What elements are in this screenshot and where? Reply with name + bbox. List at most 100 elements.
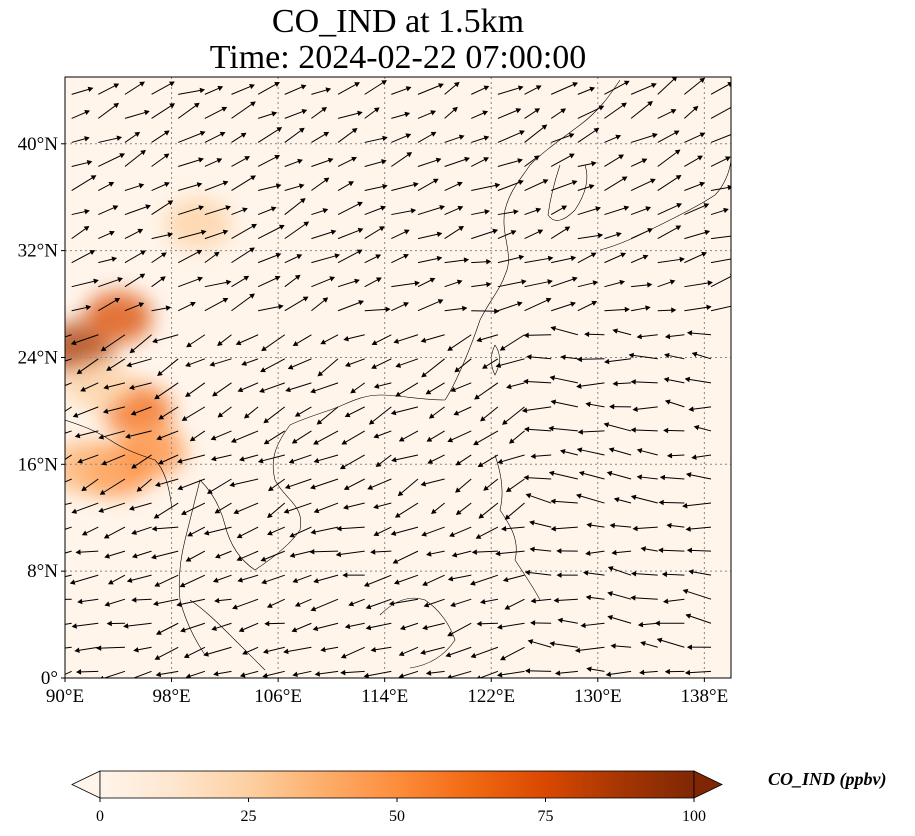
wind-arrow: [65, 526, 72, 530]
wind-arrow: [471, 308, 500, 314]
wind-arrow: [124, 302, 145, 312]
wind-arrow: [364, 277, 382, 288]
wind-arrow: [81, 478, 99, 492]
wind-arrow: [136, 478, 152, 492]
wind-arrow: [710, 82, 731, 95]
wind-arrow: [133, 646, 152, 653]
wind-arrow: [98, 256, 118, 264]
wind-arrow: [98, 230, 115, 240]
wind-arrow: [666, 522, 685, 529]
wind-arrow: [131, 454, 152, 469]
wind-arrow: [471, 182, 501, 192]
wind-arrow: [710, 235, 731, 240]
wind-arrow: [260, 358, 286, 373]
wind-arrow: [264, 620, 285, 627]
wind-arrow: [213, 670, 232, 677]
wind-arrow: [65, 406, 72, 412]
wind-arrow: [391, 111, 411, 119]
wind-arrow: [204, 106, 228, 119]
wind-arrow: [584, 331, 605, 338]
wind-arrow: [98, 297, 121, 312]
wind-arrow: [688, 569, 712, 576]
wind-arrow: [630, 228, 653, 240]
wind-arrow: [98, 502, 126, 513]
wind-arrow: [71, 622, 99, 629]
lon-tick-label: 114°E: [361, 686, 408, 707]
wind-arrow: [504, 598, 525, 610]
wind-arrow: [654, 620, 685, 626]
wind-arrow: [476, 334, 499, 343]
wind-arrow: [314, 670, 339, 677]
wind-arrow: [499, 334, 525, 351]
wind-arrow: [657, 279, 676, 288]
wind-arrow: [65, 622, 72, 625]
wind-arrow: [283, 646, 312, 655]
wind-arrow: [152, 598, 179, 607]
wind-arrow: [612, 380, 632, 387]
wind-arrow: [451, 550, 472, 558]
wind-arrow: [311, 131, 330, 143]
wind-arrow: [131, 526, 152, 535]
wind-arrow: [212, 382, 232, 397]
wind-arrow: [425, 670, 445, 676]
wind-arrow: [524, 108, 541, 119]
wind-arrow: [417, 231, 443, 240]
wind-arrow: [263, 430, 286, 445]
wind-arrow: [454, 358, 472, 373]
wind-arrow: [257, 154, 281, 167]
wind-arrow: [508, 430, 525, 444]
wind-vectors: [65, 77, 731, 678]
wind-arrow: [391, 86, 412, 95]
colorbar-gradient: [99, 770, 695, 799]
coastline-philippines: [494, 454, 541, 601]
wind-arrow: [231, 175, 256, 191]
wind-arrow: [210, 454, 232, 462]
wind-arrow: [364, 306, 391, 313]
wind-arrow: [395, 382, 419, 397]
wind-arrow: [127, 670, 152, 678]
wind-arrow: [393, 334, 419, 344]
wind-arrow: [551, 276, 578, 288]
wind-arrow: [107, 574, 126, 585]
colorbar-label: CO_IND (ppbv): [768, 769, 887, 789]
wind-arrow: [685, 613, 712, 624]
wind-arrow: [204, 251, 220, 264]
wind-arrow: [343, 334, 365, 342]
wind-arrow: [311, 106, 328, 119]
wind-arrow: [480, 598, 498, 605]
wind-arrow: [317, 358, 339, 377]
wind-arrow: [235, 334, 259, 346]
wind-arrow: [471, 549, 498, 555]
wind-arrow: [604, 102, 627, 119]
coastline-bay-of-bengal: [65, 419, 173, 511]
wind-arrow: [610, 643, 632, 649]
wind-arrow: [217, 334, 232, 346]
lon-tick-label: 138°E: [681, 686, 729, 707]
wind-arrow: [232, 598, 259, 610]
wind-arrow: [447, 574, 472, 582]
wind-arrow: [98, 135, 123, 143]
wind-arrow: [204, 180, 229, 191]
wind-arrow: [124, 250, 146, 264]
wind-arrow: [284, 183, 305, 192]
wind-arrow: [391, 253, 409, 264]
wind-arrow: [151, 130, 170, 143]
wind-arrow: [606, 470, 632, 480]
wind-arrow: [155, 622, 179, 635]
wind-arrow: [471, 281, 492, 288]
wind-arrow: [497, 108, 522, 119]
wind-arrow: [65, 574, 72, 578]
wind-arrow: [630, 158, 648, 167]
wind-arrow: [398, 646, 419, 657]
wind-arrow: [262, 670, 285, 678]
wind-arrow: [636, 333, 658, 340]
wind-arrow: [151, 200, 174, 215]
wind-arrow: [104, 598, 126, 607]
wind-arrow: [337, 201, 363, 216]
wind-arrow: [524, 426, 552, 433]
wind-arrow: [684, 280, 713, 288]
wind-arrow: [229, 478, 259, 488]
wind-arrow: [609, 522, 632, 529]
wind-arrow: [268, 478, 286, 492]
wind-arrow: [577, 127, 600, 143]
